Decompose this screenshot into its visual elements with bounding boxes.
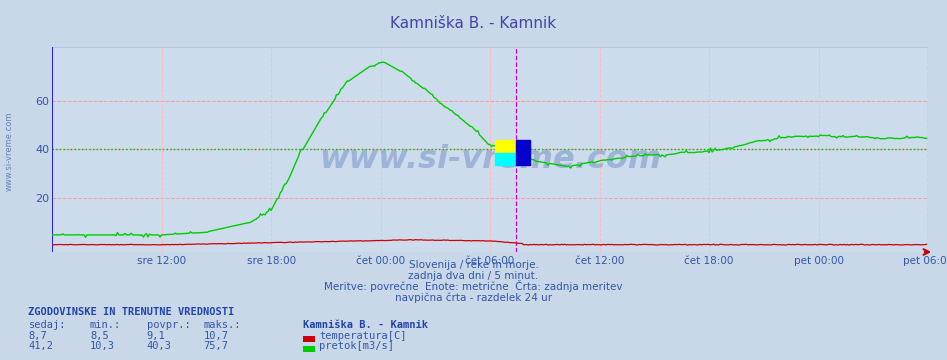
- Text: Meritve: povrečne  Enote: metrične  Črta: zadnja meritev: Meritve: povrečne Enote: metrične Črta: …: [324, 280, 623, 292]
- Text: povpr.:: povpr.:: [147, 320, 190, 330]
- Text: 40,3: 40,3: [147, 341, 171, 351]
- Text: 75,7: 75,7: [204, 341, 228, 351]
- Text: navpična črta - razdelek 24 ur: navpična črta - razdelek 24 ur: [395, 292, 552, 303]
- Text: Kamniška B. - Kamnik: Kamniška B. - Kamnik: [390, 16, 557, 31]
- Text: Slovenija / reke in morje.: Slovenija / reke in morje.: [408, 260, 539, 270]
- Text: min.:: min.:: [90, 320, 121, 330]
- Text: 10,7: 10,7: [204, 331, 228, 341]
- Text: ZGODOVINSKE IN TRENUTNE VREDNOSTI: ZGODOVINSKE IN TRENUTNE VREDNOSTI: [28, 307, 235, 317]
- Text: www.si-vreme.com: www.si-vreme.com: [319, 144, 661, 175]
- Text: temperatura[C]: temperatura[C]: [319, 331, 406, 341]
- Text: 10,3: 10,3: [90, 341, 115, 351]
- Text: 8,5: 8,5: [90, 331, 109, 341]
- Text: zadnja dva dni / 5 minut.: zadnja dva dni / 5 minut.: [408, 271, 539, 281]
- Text: 9,1: 9,1: [147, 331, 166, 341]
- Text: www.si-vreme.com: www.si-vreme.com: [5, 112, 14, 191]
- Text: 8,7: 8,7: [28, 331, 47, 341]
- Text: maks.:: maks.:: [204, 320, 241, 330]
- Text: Kamniška B. - Kamnik: Kamniška B. - Kamnik: [303, 320, 428, 330]
- Text: sedaj:: sedaj:: [28, 320, 66, 330]
- Text: pretok[m3/s]: pretok[m3/s]: [319, 341, 394, 351]
- Text: 41,2: 41,2: [28, 341, 53, 351]
